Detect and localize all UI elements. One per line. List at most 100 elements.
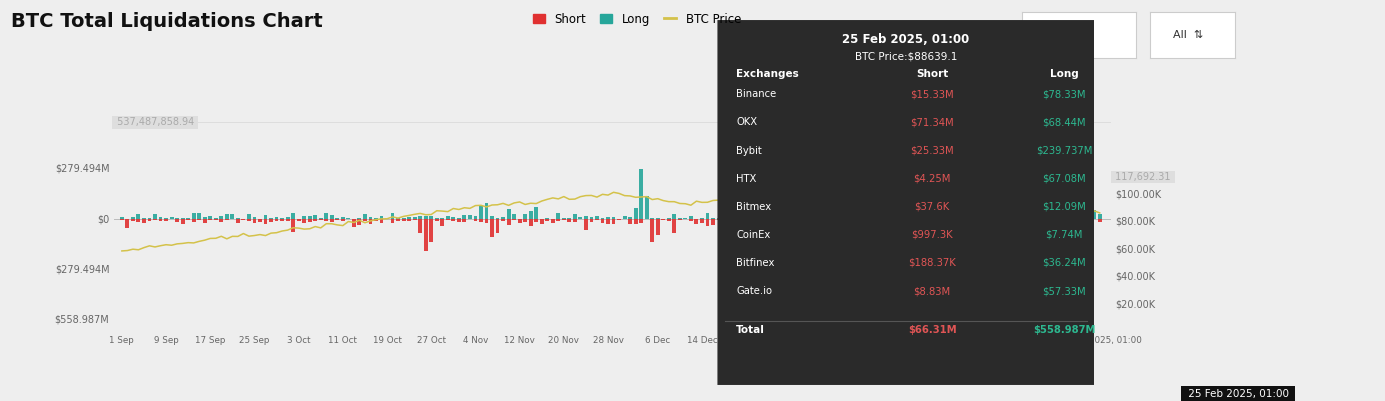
Bar xyxy=(280,219,284,221)
Bar xyxy=(871,217,875,219)
Bar xyxy=(435,218,439,219)
Bar xyxy=(1093,210,1096,219)
Text: BTC Price:$88639.1: BTC Price:$88639.1 xyxy=(855,51,957,61)
Bar xyxy=(1021,217,1025,219)
Bar xyxy=(252,219,256,223)
Bar xyxy=(457,219,461,222)
Bar xyxy=(1065,219,1068,220)
Text: Bitmex: Bitmex xyxy=(737,202,771,212)
Bar xyxy=(1021,219,1025,220)
Bar xyxy=(180,217,184,219)
Bar xyxy=(612,217,615,219)
Bar xyxy=(634,208,637,219)
Bar xyxy=(832,219,837,221)
Bar xyxy=(1082,218,1084,219)
Bar xyxy=(485,219,489,223)
Bar xyxy=(518,219,522,223)
Bar xyxy=(307,219,312,222)
Bar xyxy=(507,209,511,219)
Bar xyxy=(777,217,781,219)
Bar xyxy=(711,219,715,225)
Bar xyxy=(596,216,598,219)
Bar xyxy=(535,219,539,223)
Bar xyxy=(446,219,450,220)
Text: CoinEx: CoinEx xyxy=(737,230,770,240)
Bar xyxy=(949,207,953,219)
Bar xyxy=(418,219,422,233)
Text: $239.737M: $239.737M xyxy=(1036,146,1093,156)
Bar xyxy=(296,219,301,221)
Bar xyxy=(424,216,428,219)
Bar xyxy=(1037,219,1042,221)
Bar xyxy=(705,213,709,219)
Bar xyxy=(235,219,240,223)
Bar xyxy=(683,218,687,219)
Bar xyxy=(618,219,620,221)
Bar xyxy=(368,217,373,219)
Bar xyxy=(1010,219,1014,221)
Bar xyxy=(213,219,217,220)
Text: OKX: OKX xyxy=(737,117,758,128)
Bar xyxy=(976,217,981,219)
Bar xyxy=(313,219,317,221)
Bar xyxy=(324,213,328,219)
Bar xyxy=(263,219,267,223)
Bar xyxy=(490,216,494,219)
Bar xyxy=(557,219,561,221)
Text: 25 Feb 2025, 01:00: 25 Feb 2025, 01:00 xyxy=(1184,389,1292,399)
Bar xyxy=(699,219,704,223)
Bar xyxy=(407,219,411,221)
Text: Exchanges: Exchanges xyxy=(737,69,799,79)
Bar xyxy=(247,215,251,219)
Bar xyxy=(827,219,831,223)
Text: BTC  ▾: BTC ▾ xyxy=(1060,30,1094,40)
Bar xyxy=(413,217,417,219)
Bar xyxy=(186,218,190,219)
Bar xyxy=(1010,217,1014,219)
Bar xyxy=(999,217,1003,219)
Bar xyxy=(727,213,731,219)
Bar xyxy=(208,216,212,219)
Bar xyxy=(860,216,864,219)
Bar xyxy=(871,219,875,223)
Bar xyxy=(1004,216,1008,219)
Text: $66.31M: $66.31M xyxy=(907,325,957,335)
Bar xyxy=(666,218,670,219)
Bar xyxy=(766,215,770,219)
Bar xyxy=(965,219,969,222)
Bar xyxy=(143,218,145,219)
Bar xyxy=(490,219,494,237)
Bar xyxy=(1098,219,1101,222)
Bar xyxy=(446,216,450,219)
Bar xyxy=(590,219,593,222)
Bar xyxy=(672,219,676,233)
Bar xyxy=(191,219,195,222)
Bar xyxy=(258,219,262,223)
Bar xyxy=(1015,205,1019,219)
Bar xyxy=(927,215,931,219)
Bar xyxy=(546,219,550,221)
Text: All  ⇅: All ⇅ xyxy=(1173,30,1204,40)
Bar xyxy=(810,219,814,221)
Bar xyxy=(662,219,665,220)
Bar xyxy=(562,218,565,219)
Bar xyxy=(838,219,842,233)
Text: $7.74M: $7.74M xyxy=(1046,230,1083,240)
Bar xyxy=(656,218,659,219)
Bar xyxy=(319,219,323,220)
Bar xyxy=(163,217,168,219)
Bar xyxy=(855,217,859,219)
Bar xyxy=(540,219,544,224)
Bar xyxy=(191,213,195,219)
Text: $15.33M: $15.33M xyxy=(910,89,954,99)
Bar xyxy=(202,217,206,219)
Bar xyxy=(855,219,859,223)
Bar xyxy=(590,217,593,219)
Bar xyxy=(816,216,820,219)
Bar xyxy=(363,214,367,219)
Bar xyxy=(838,207,842,219)
Bar xyxy=(699,218,704,219)
Bar xyxy=(694,219,698,224)
Bar xyxy=(783,219,787,222)
Bar xyxy=(821,217,825,219)
